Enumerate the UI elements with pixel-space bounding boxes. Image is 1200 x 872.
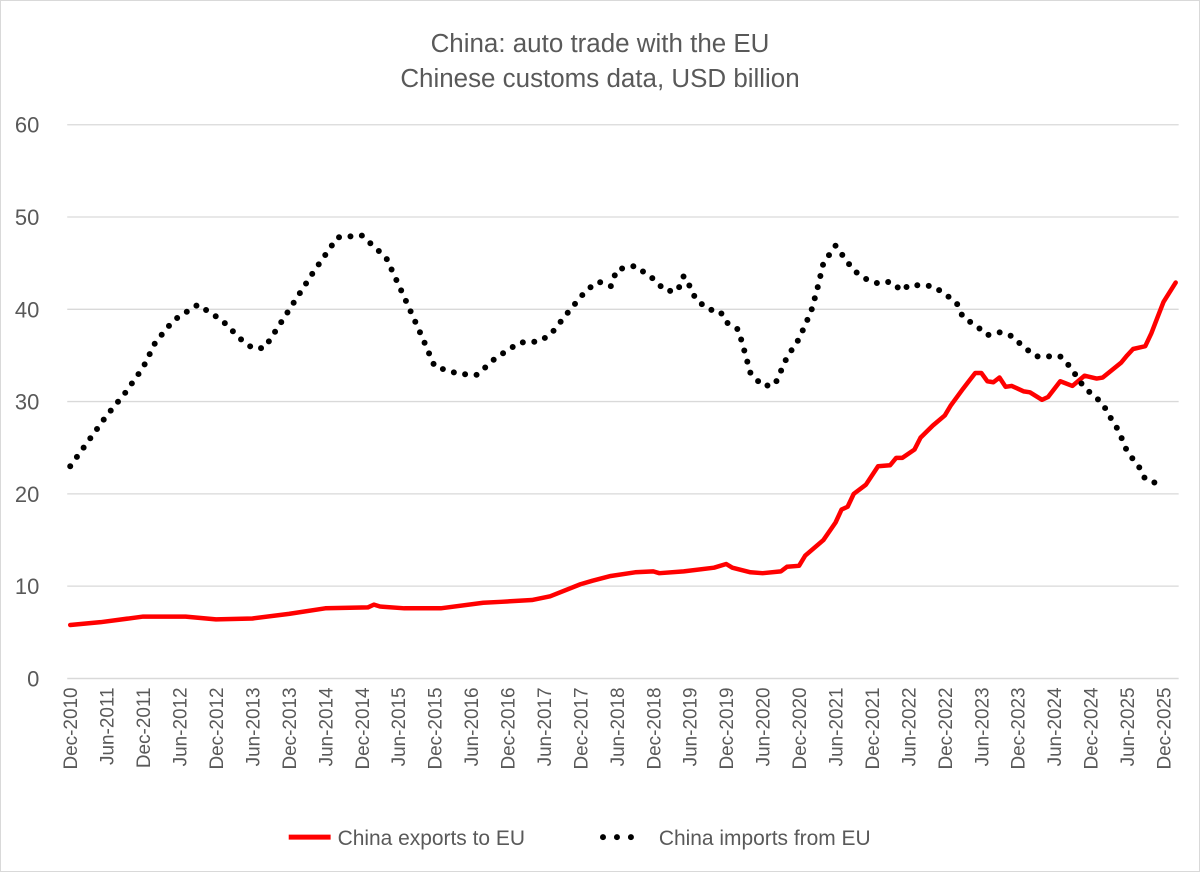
x-tick-label: Dec-2018 [644, 687, 665, 769]
x-tick-label: Jun-2016 [462, 687, 483, 766]
legend-label-exports: China exports to EU [338, 827, 525, 850]
x-tick-label: Jun-2022 [899, 687, 920, 766]
y-axis-ticks: 0 10 20 30 40 50 60 [15, 113, 39, 692]
y-tick-label: 50 [15, 205, 39, 230]
x-tick-label: Dec-2010 [61, 687, 82, 769]
x-tick-label: Jun-2017 [535, 687, 556, 766]
x-tick-label: Dec-2021 [863, 687, 884, 769]
y-tick-label: 30 [15, 390, 39, 415]
y-tick-label: 10 [15, 574, 39, 599]
x-tick-label: Dec-2025 [1154, 687, 1175, 769]
x-tick-label: Dec-2015 [426, 687, 447, 769]
x-tick-label: Jun-2011 [98, 687, 119, 765]
series-group [67, 232, 1178, 628]
x-tick-label: Jun-2020 [754, 687, 775, 766]
y-tick-label: 0 [27, 666, 39, 691]
x-tick-label: Jun-2012 [171, 687, 192, 766]
x-tick-label: Dec-2013 [280, 687, 301, 769]
x-tick-label: Dec-2016 [499, 687, 520, 769]
x-tick-label: Dec-2014 [353, 687, 374, 769]
x-axis-ticks: Dec-2010 Jun-2011 Dec-2011 Jun-2012 Dec-2012… [61, 687, 1175, 769]
x-tick-label: Dec-2017 [571, 687, 592, 769]
legend: China exports to EU China imports from E… [288, 827, 871, 850]
y-tick-label: 40 [15, 297, 39, 322]
x-tick-label: Jun-2014 [316, 687, 337, 766]
x-tick-label: Dec-2011 [134, 687, 155, 768]
x-tick-label: Dec-2024 [1082, 687, 1103, 769]
x-tick-label: Jun-2025 [1118, 687, 1139, 766]
x-tick-label: Jun-2023 [972, 687, 993, 766]
chart-subtitle: Chinese customs data, USD billion [400, 65, 799, 93]
x-tick-label: Dec-2012 [207, 687, 228, 769]
x-tick-label: Dec-2023 [1009, 687, 1030, 769]
series-exports-line [67, 280, 1178, 628]
x-tick-label: Dec-2020 [790, 687, 811, 769]
x-tick-label: Jun-2013 [243, 687, 264, 766]
x-tick-label: Jun-2015 [389, 687, 410, 766]
x-tick-label: Dec-2019 [717, 687, 738, 769]
gridlines [67, 124, 1179, 680]
x-tick-label: Jun-2024 [1045, 687, 1066, 766]
x-tick-label: Jun-2019 [681, 687, 702, 766]
legend-label-imports: China imports from EU [659, 827, 871, 850]
x-tick-label: Jun-2018 [608, 687, 629, 766]
legend-item-imports: China imports from EU [600, 827, 871, 850]
x-tick-label: Dec-2022 [936, 687, 957, 769]
chart-title: China: auto trade with the EU [431, 30, 770, 58]
y-tick-label: 60 [15, 113, 39, 138]
legend-item-exports: China exports to EU [288, 827, 525, 850]
x-tick-label: Jun-2021 [827, 687, 848, 766]
y-tick-label: 20 [15, 482, 39, 507]
series-imports-line [67, 232, 1161, 487]
